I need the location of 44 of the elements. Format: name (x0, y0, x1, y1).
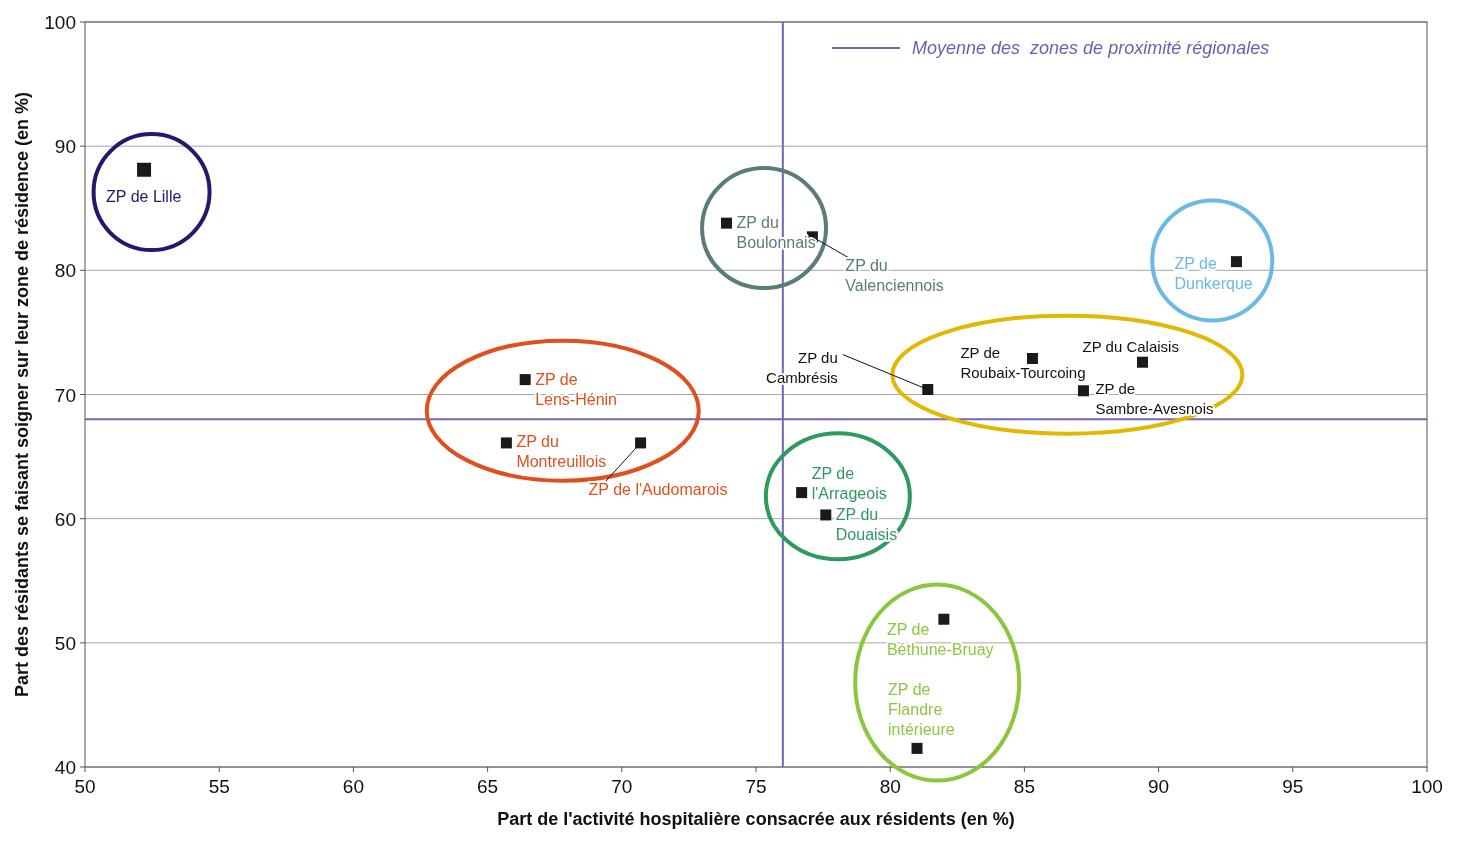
point (820, 509, 832, 521)
y-tick-label: 50 (54, 632, 76, 654)
point (1230, 256, 1242, 268)
x-tick-label: 65 (477, 776, 499, 797)
point (911, 742, 923, 754)
y-tick-label: 100 (44, 12, 76, 33)
y-tick-label: 90 (54, 136, 76, 158)
annotation: ZP du Montreuillois (516, 432, 607, 470)
point (1026, 352, 1038, 364)
ref-line-label: Moyenne des zones de proximité régionales (912, 38, 1270, 58)
x-tick-label: 85 (1013, 776, 1035, 797)
point (519, 374, 531, 386)
annotation: ZP de l'Audomarois (588, 480, 728, 498)
x-tick-label: 95 (1282, 776, 1304, 797)
x-tick-label: 80 (879, 776, 901, 797)
point (720, 217, 732, 229)
x-tick-label: 75 (745, 776, 767, 797)
annotation: ZP de Lens-Hénin (535, 370, 617, 408)
point (1077, 385, 1089, 397)
x-tick-label: 100 (1411, 776, 1443, 797)
y-tick-label: 80 (54, 260, 76, 282)
point (137, 162, 152, 177)
annotation: ZP de Béthune-Bruay (886, 621, 994, 659)
x-tick-label: 50 (74, 776, 96, 797)
annotation: ZP de l'Arrageois (811, 464, 887, 502)
y-axis-title: Part des résidants se faisant soigner sur leur zone de résidence (en %) (12, 91, 32, 698)
point (922, 384, 934, 396)
y-tick-label: 40 (54, 757, 76, 778)
annotation: ZP du Valenciennois (845, 256, 944, 294)
point (796, 487, 808, 499)
annotation: ZP de Lille (106, 187, 182, 205)
point (1137, 356, 1148, 368)
point (635, 437, 647, 449)
point (938, 613, 950, 625)
x-axis-title: Part de l'activité hospitalière consacrée aux résidents (en %) (497, 809, 1015, 829)
y-tick-label: 60 (54, 508, 76, 530)
y-tick-label: 70 (54, 384, 76, 406)
annotation: ZP de Flandre intérieure (888, 681, 955, 739)
point (500, 437, 512, 449)
x-tick-label: 70 (611, 776, 633, 797)
x-tick-label: 55 (208, 776, 230, 797)
x-tick-label: 60 (342, 776, 364, 797)
annotation: ZP de Dunkerque (1174, 254, 1253, 292)
x-tick-label: 90 (1148, 776, 1170, 797)
